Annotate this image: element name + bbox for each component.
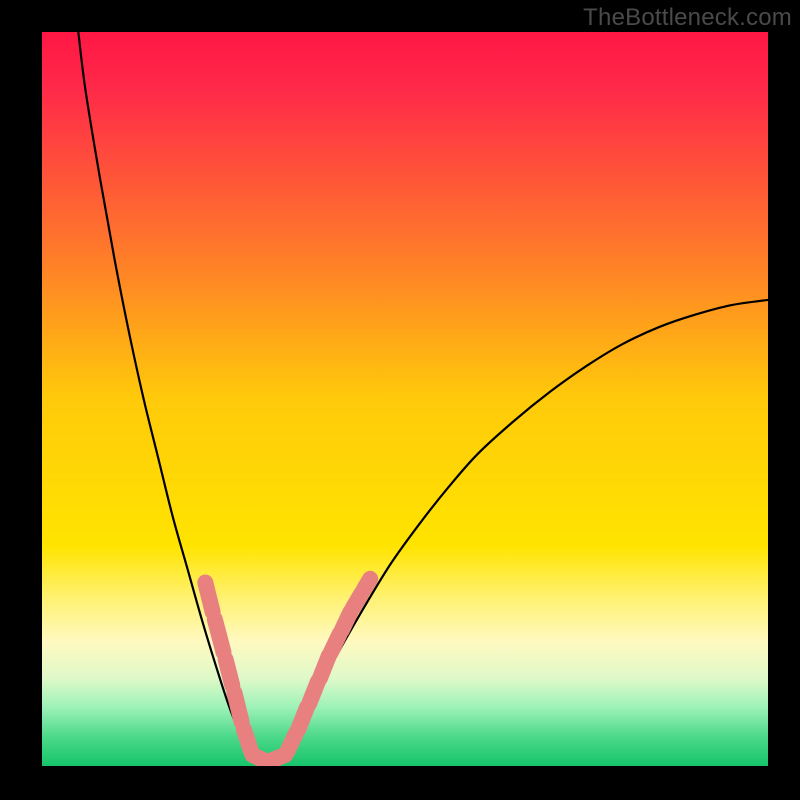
- marker-segment: [226, 660, 233, 686]
- marker-segment: [205, 583, 212, 612]
- marker-segment: [215, 619, 224, 652]
- marker-segment: [364, 579, 371, 590]
- plot-area: [42, 32, 768, 766]
- bottleneck-chart: [0, 0, 800, 800]
- marker-segment: [234, 693, 241, 722]
- chart-stage: TheBottleneck.com: [0, 0, 800, 800]
- watermark-text: TheBottleneck.com: [583, 4, 792, 32]
